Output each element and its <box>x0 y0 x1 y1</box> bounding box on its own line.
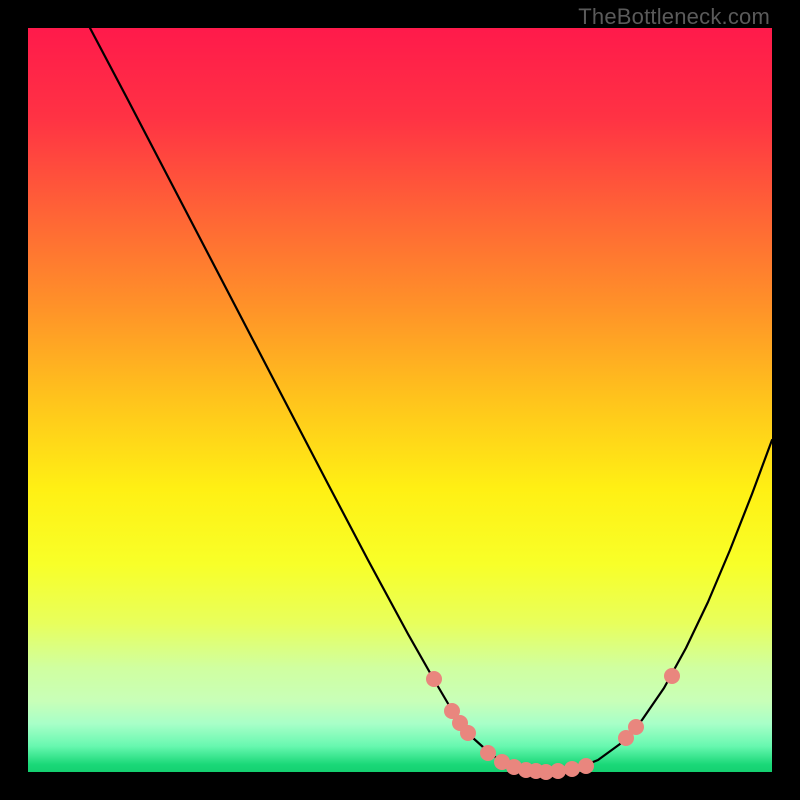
chart-frame <box>0 0 800 800</box>
marker-dot <box>460 725 476 741</box>
marker-dot <box>480 745 496 761</box>
marker-dot <box>628 719 644 735</box>
marker-dot <box>426 671 442 687</box>
marker-dot <box>550 763 566 779</box>
plot-area <box>28 28 772 772</box>
marker-dot <box>664 668 680 684</box>
marker-dot <box>564 761 580 777</box>
chart-svg <box>28 28 772 772</box>
marker-dot <box>578 758 594 774</box>
gradient-background <box>28 28 772 772</box>
watermark-text: TheBottleneck.com <box>578 4 770 30</box>
